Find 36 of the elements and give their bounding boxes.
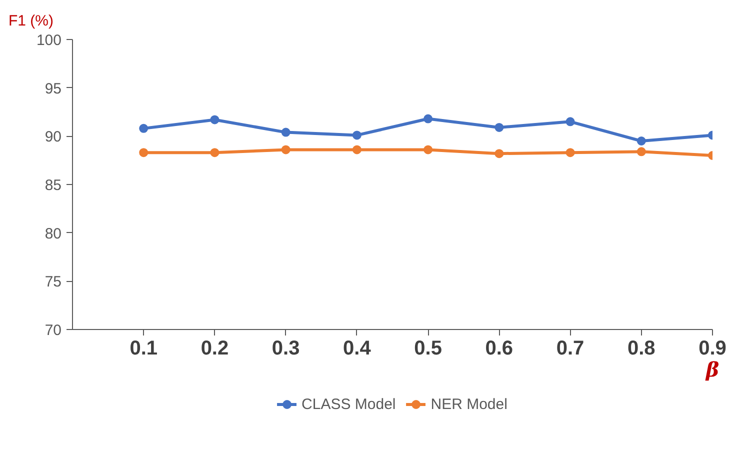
y-tick-label: 100 (36, 32, 62, 49)
x-tick-label: 0.1 (130, 338, 158, 360)
x-tick-label: 0.4 (343, 338, 372, 360)
x-axis-title: β (704, 358, 720, 382)
point (636, 147, 646, 156)
x-tick-label: 0.8 (627, 338, 656, 360)
y-tick-label: 70 (44, 322, 62, 339)
point (281, 145, 290, 154)
point (352, 145, 362, 154)
point (281, 128, 290, 137)
point (210, 148, 220, 158)
point (494, 149, 504, 158)
point (424, 114, 433, 124)
point (494, 122, 504, 132)
point (636, 136, 646, 146)
point (139, 148, 148, 158)
legend-label: CLASS Model (302, 396, 396, 412)
x-tick-label: 0.6 (485, 338, 514, 360)
point (566, 148, 575, 158)
y-tick-label: 80 (44, 225, 62, 242)
x-tick-label: 0.9 (698, 338, 726, 360)
x-tick-label: 0.2 (200, 338, 229, 360)
point (424, 145, 433, 154)
y-tick-label: 90 (44, 128, 62, 146)
point (139, 124, 148, 133)
y-tick-label: 85 (44, 177, 62, 194)
x-tick-label: 0.5 (414, 338, 442, 360)
point (352, 130, 362, 140)
y-tick-label: 95 (44, 80, 62, 98)
x-tick-label: 0.7 (556, 338, 584, 360)
point (566, 117, 575, 126)
x-tick-label: 0.3 (272, 338, 300, 360)
legend-label: NER Model (430, 396, 508, 412)
y-axis-title: F1 (%) (8, 12, 54, 30)
y-tick-label: 75 (44, 274, 62, 291)
point (210, 115, 220, 124)
